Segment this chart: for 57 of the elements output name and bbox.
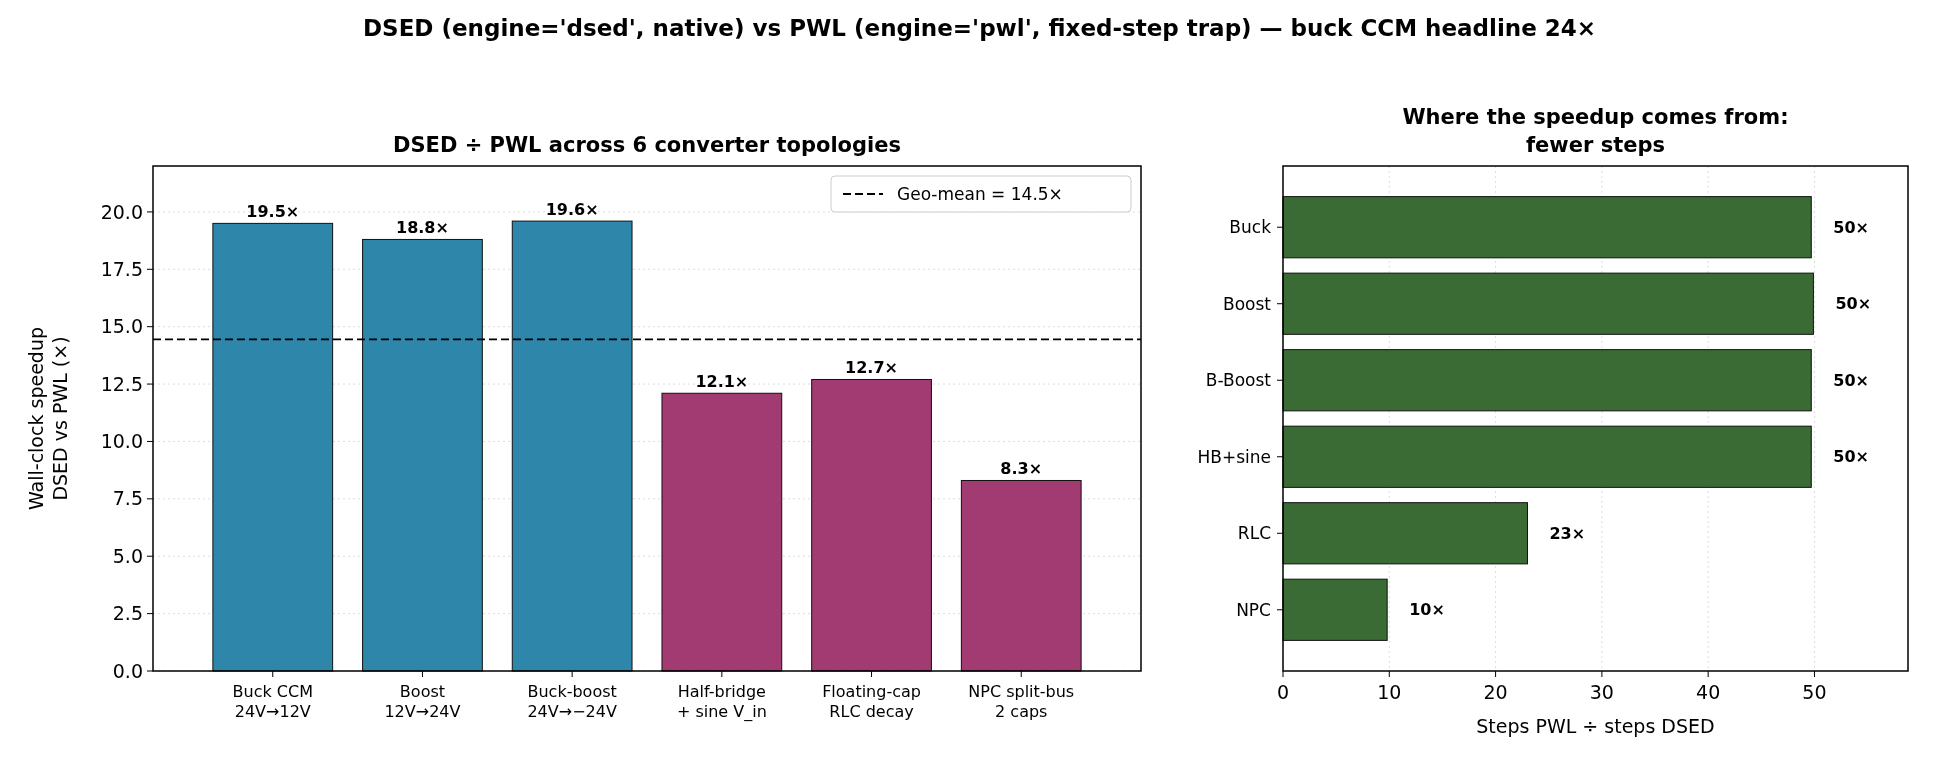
y-tick-label: Boost — [1223, 293, 1272, 314]
y-tick-label: 0.0 — [112, 659, 143, 682]
x-tick-label: 10 — [1377, 681, 1402, 703]
x-tick-label: 30 — [1589, 681, 1614, 703]
bar — [1282, 578, 1388, 641]
x-tick-label: 50 — [1802, 681, 1827, 703]
bar — [1282, 196, 1812, 259]
bar — [212, 222, 334, 672]
y-tick-label: NPC — [1236, 599, 1271, 620]
bar — [1282, 349, 1812, 412]
y-axis-title: Wall-clock speedup DSED vs PWL (×) — [25, 327, 71, 510]
y-tick-label: RLC — [1237, 523, 1271, 544]
legend-label: Geo-mean = 14.5× — [897, 184, 1063, 204]
data-label: 50× — [1833, 447, 1869, 467]
data-label: 50× — [1833, 370, 1869, 390]
text: DSED (engine='dsed', native) vs PWL (engine='pwl', fixed-step trap) — buck CCM headline 24× — [362, 15, 1597, 41]
data-label: 10× — [1409, 600, 1445, 620]
x-tick-label: 20 — [1483, 681, 1508, 703]
data-label: 50× — [1833, 217, 1869, 237]
data-label: 19.6× — [545, 200, 599, 220]
bar — [811, 378, 932, 672]
x-tick-label: Buck CCM 24V→12V — [232, 682, 313, 721]
y-tick-label: 17.5 — [100, 257, 143, 280]
y-tick-label: Buck — [1229, 217, 1272, 238]
data-label: 18.8× — [396, 218, 449, 238]
x-tick-label: Boost 12V→24V — [384, 682, 461, 721]
y-tick-label: 12.5 — [100, 372, 143, 395]
y-tick-label: 7.5 — [112, 487, 143, 510]
bar — [960, 479, 1082, 672]
data-label: 8.3× — [1000, 459, 1043, 479]
data-label: 12.7× — [845, 358, 898, 378]
y-tick-label: 20.0 — [100, 200, 143, 223]
bar — [511, 220, 633, 672]
x-tick-label: Half-bridge + sine V_in — [676, 682, 767, 722]
bar — [362, 238, 483, 672]
chart-title: Where the speedup comes from: fewer steps — [1402, 105, 1789, 157]
x-tick-label: 40 — [1696, 681, 1721, 703]
bar — [1282, 502, 1528, 565]
data-label: 50× — [1835, 294, 1872, 314]
chart-title: DSED ÷ PWL across 6 converter topologies — [392, 133, 902, 157]
x-axis-title: Steps PWL ÷ steps DSED — [1476, 715, 1715, 737]
bar — [1282, 425, 1812, 488]
data-label: 12.1× — [695, 372, 749, 392]
y-tick-label: 15.0 — [100, 315, 143, 338]
x-tick-label: 0 — [1276, 681, 1290, 703]
x-tick-label: Buck-boost 24V→−24V — [527, 682, 617, 721]
y-tick-label: B-Boost — [1205, 370, 1272, 391]
y-tick-label: 2.5 — [112, 602, 143, 625]
bar — [661, 392, 783, 672]
y-tick-label: 10.0 — [100, 430, 143, 453]
data-label: 23× — [1549, 523, 1586, 543]
x-tick-label: Floating-cap RLC decay — [822, 682, 921, 721]
y-tick-label: HB+sine — [1197, 446, 1271, 467]
x-tick-label: NPC split-bus 2 caps — [968, 682, 1075, 721]
bar — [1282, 272, 1814, 335]
data-label: 19.5× — [246, 202, 300, 222]
y-tick-label: 5.0 — [112, 544, 143, 567]
